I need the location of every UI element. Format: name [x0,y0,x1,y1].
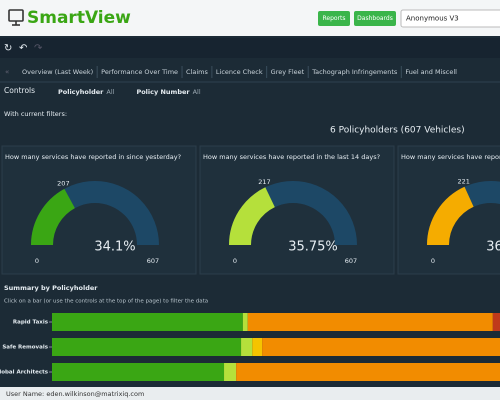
gauge-title: How many services have reported in the l… [401,153,500,161]
footer-bar [0,387,500,400]
bar-segment[interactable] [236,363,500,381]
gauge-value [229,187,276,246]
logo-icon [8,9,24,26]
bar-segment[interactable] [52,313,243,331]
tab[interactable]: Fuel and Miscell [405,68,457,76]
gauge-max-label: 607 [147,257,159,265]
tab[interactable]: Overview (Last Week) [22,68,93,76]
gauge-min-label: 0 [35,257,39,265]
summary-hint: Click on a bar (or use the controls at t… [4,299,208,305]
filter-value[interactable]: All [193,88,201,96]
row-label: Global Architects [0,370,49,376]
gauge-panel [199,145,395,275]
gauge-title: How many services have reported in the l… [203,153,380,161]
gauge-value [31,188,76,246]
account-label[interactable]: Anonymous V3 [406,15,459,23]
gauge-value-label: 217 [258,178,270,186]
gauge-panel [397,145,500,275]
tab[interactable]: Tachograph Infringements [311,68,398,76]
undo-icon[interactable]: ↶ [19,43,27,54]
logo: SmartView [27,8,131,28]
tab[interactable]: Claims [186,68,208,76]
bar-segment[interactable] [262,338,500,356]
filter-label[interactable]: Policyholder [58,88,104,96]
summary-count: 6 Policyholders (607 Vehicles) [330,126,465,136]
tab[interactable]: Licence Check [216,68,263,76]
button-label[interactable]: Dashboards [357,15,393,22]
filters-note: With current filters: [4,110,67,118]
gauge-percent: 36.41% [486,240,500,255]
gauge-percent: 35.75% [288,240,338,255]
gauge-min-label: 0 [233,257,237,265]
bar-segment[interactable] [252,338,263,356]
bar-segment[interactable] [241,338,253,356]
gauge-percent: 34.1% [94,240,135,255]
row-label: Rapid Taxis [13,320,49,326]
refresh-icon[interactable]: ↻ [4,43,12,54]
gauge-value-label: 207 [57,180,69,188]
gauge-value-label: 221 [457,177,469,185]
gauge-panel [1,145,197,275]
footer-text: User Name: eden.wilkinson@matrixiq.com [6,390,144,398]
bar-segment[interactable] [247,313,493,331]
tab[interactable]: Performance Over Time [101,68,178,76]
gauge-min-label: 0 [431,257,435,265]
bar-segment[interactable] [52,338,242,356]
dashboards-button[interactable] [354,11,396,26]
filter-label[interactable]: Policy Number [136,88,190,96]
row-label: Safe Removals [2,345,48,351]
bar-segment[interactable] [52,363,225,381]
button-label[interactable]: Reports [322,15,345,22]
summary-title: Summary by Policyholder [4,284,98,292]
controls-title: Controls [4,86,35,95]
gauge-value [427,186,475,246]
toolbar [0,38,500,58]
gauge-title: How many services have reported in since… [5,153,181,161]
bar-segment[interactable] [224,363,237,381]
tab[interactable]: Grey Fleet [271,68,305,76]
account-select[interactable] [400,9,500,28]
tab-scroll[interactable]: « [5,68,9,76]
bar-segment[interactable] [492,313,500,331]
filter-value[interactable]: All [106,88,114,96]
bar-segment[interactable] [242,313,248,331]
gauge-max-label: 607 [345,257,357,265]
reports-button[interactable] [318,11,350,26]
redo-icon[interactable]: ↷ [34,43,43,54]
